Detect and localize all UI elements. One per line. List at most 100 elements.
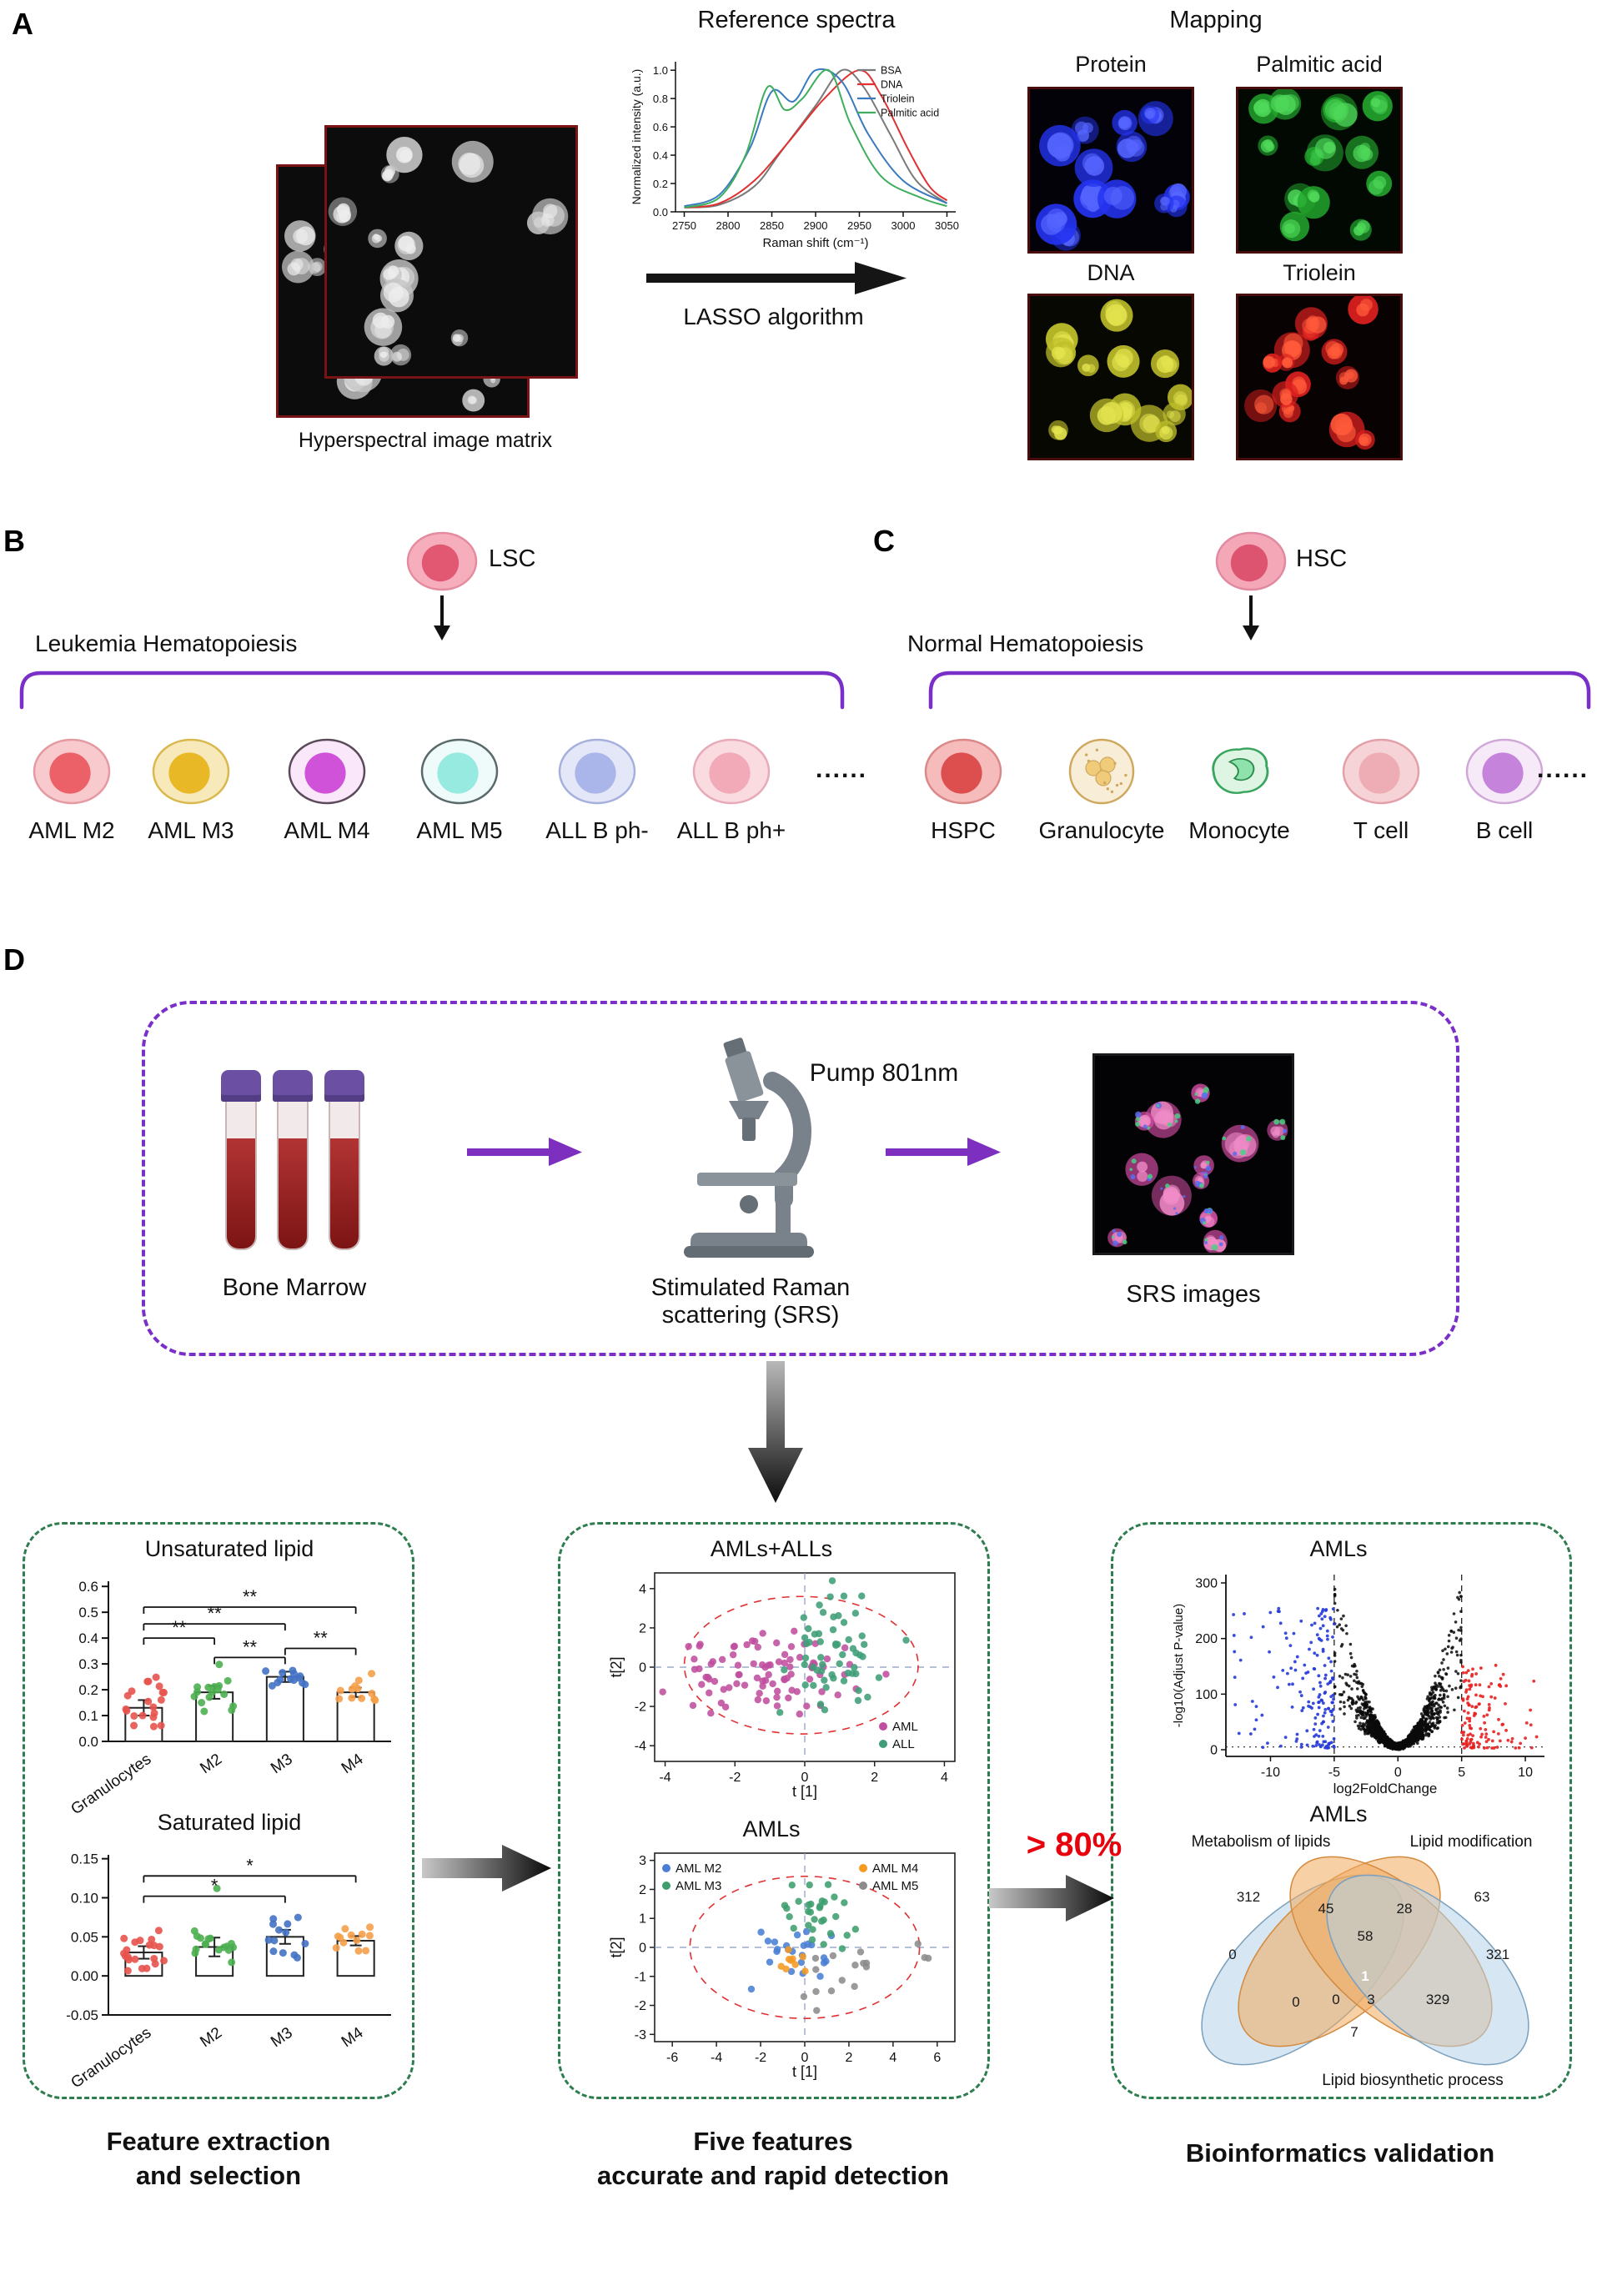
dot bbox=[1499, 1676, 1503, 1681]
dot bbox=[152, 1673, 160, 1681]
dot bbox=[1317, 1706, 1321, 1710]
venn-title: AMLs bbox=[1309, 1801, 1368, 1826]
mapping-label-dna: DNA bbox=[1087, 260, 1135, 285]
dot bbox=[1300, 1709, 1304, 1712]
dot bbox=[1489, 1681, 1494, 1686]
dot bbox=[1175, 1212, 1178, 1215]
text-label: 45 bbox=[1318, 1901, 1334, 1917]
dot bbox=[860, 1959, 867, 1967]
dot bbox=[1447, 1639, 1451, 1643]
cell-label: AML M2 bbox=[28, 817, 115, 843]
dot bbox=[1367, 1725, 1371, 1729]
dot bbox=[1147, 1126, 1151, 1130]
text-label: 0 bbox=[801, 1771, 809, 1785]
dot bbox=[1110, 790, 1114, 794]
dot bbox=[1113, 761, 1117, 766]
dot bbox=[1160, 203, 1168, 211]
text-label: -0.05 bbox=[66, 2007, 98, 2023]
dot bbox=[1458, 1590, 1461, 1595]
dot bbox=[274, 1678, 282, 1686]
dot bbox=[1399, 1741, 1403, 1746]
dot bbox=[838, 1945, 846, 1952]
dot bbox=[757, 1928, 765, 1936]
dot bbox=[1205, 1165, 1212, 1172]
dot bbox=[143, 1677, 152, 1686]
dot bbox=[1459, 1625, 1463, 1630]
dot bbox=[1468, 1719, 1472, 1723]
dot bbox=[1428, 1721, 1432, 1724]
dot bbox=[1249, 1635, 1253, 1640]
dot bbox=[1444, 1647, 1447, 1651]
dot bbox=[864, 1693, 871, 1701]
dot bbox=[1492, 1746, 1496, 1750]
arrow-shaft bbox=[886, 1148, 971, 1156]
text-label: 0 bbox=[1332, 1992, 1339, 2007]
dot bbox=[840, 1592, 848, 1600]
dot bbox=[1355, 1716, 1358, 1720]
dot bbox=[1082, 153, 1102, 173]
dot bbox=[797, 1958, 806, 1967]
dot bbox=[773, 1639, 781, 1647]
dot bbox=[1260, 1713, 1264, 1717]
dot bbox=[1355, 1676, 1359, 1680]
dot bbox=[818, 1688, 826, 1696]
dot bbox=[1366, 1720, 1369, 1723]
dot bbox=[1336, 1608, 1339, 1612]
dot bbox=[1378, 1730, 1382, 1734]
dot bbox=[120, 1934, 128, 1942]
dot bbox=[1484, 1740, 1489, 1744]
dot bbox=[1305, 1743, 1309, 1747]
dot bbox=[796, 1711, 803, 1718]
tube-liquid bbox=[279, 1138, 307, 1248]
dot bbox=[1328, 1617, 1333, 1621]
dot bbox=[829, 1952, 837, 1960]
dot bbox=[800, 1992, 808, 2001]
dot bbox=[1361, 1722, 1365, 1726]
dot bbox=[1283, 1736, 1288, 1740]
dot bbox=[1232, 1634, 1236, 1637]
dot bbox=[1443, 1716, 1446, 1720]
dot bbox=[790, 1924, 797, 1932]
text-label: 3000 bbox=[891, 219, 916, 232]
dot bbox=[1301, 1706, 1305, 1710]
text-label: 0 bbox=[1292, 1994, 1299, 2010]
dot bbox=[1310, 1706, 1313, 1710]
cell-aml-m2: AML M2 bbox=[0, 737, 147, 844]
cell-t-cell: T cell bbox=[1306, 737, 1456, 844]
tube-body bbox=[225, 1102, 257, 1250]
dot bbox=[801, 1967, 809, 1975]
text-label: 5 bbox=[1458, 1766, 1465, 1780]
dot bbox=[1118, 117, 1131, 129]
cell-aml-m5-icon bbox=[384, 737, 535, 806]
dot bbox=[397, 235, 416, 254]
dot bbox=[347, 1931, 355, 1939]
dot bbox=[1348, 1652, 1353, 1655]
dot bbox=[264, 1936, 273, 1944]
box bbox=[1236, 87, 1403, 254]
dot bbox=[1290, 1705, 1294, 1709]
dot bbox=[1429, 1706, 1433, 1711]
cell-monocyte-icon bbox=[1164, 737, 1314, 806]
blood-tube-1 bbox=[221, 1070, 261, 1254]
dot bbox=[1384, 1732, 1388, 1736]
dot bbox=[1461, 1742, 1464, 1746]
dot bbox=[1434, 1683, 1439, 1687]
srs-caption-line2: scattering (SRS) bbox=[661, 1302, 840, 1329]
dot bbox=[1441, 1649, 1444, 1652]
panel-d-label: D bbox=[3, 942, 25, 977]
dot bbox=[841, 1899, 848, 1907]
dot bbox=[718, 1655, 726, 1664]
dot bbox=[1348, 1675, 1353, 1678]
dot bbox=[1463, 1746, 1466, 1750]
dot bbox=[729, 1650, 737, 1659]
dot bbox=[1332, 1744, 1336, 1748]
dot bbox=[1168, 1122, 1173, 1128]
dot bbox=[1233, 1151, 1238, 1156]
arrow-body bbox=[989, 1875, 1114, 1922]
dot bbox=[801, 1634, 809, 1641]
dot bbox=[279, 1669, 287, 1677]
dot bbox=[543, 203, 558, 219]
text-label: ** bbox=[314, 1628, 329, 1649]
dot bbox=[1438, 1697, 1441, 1701]
dot bbox=[1460, 1723, 1464, 1727]
